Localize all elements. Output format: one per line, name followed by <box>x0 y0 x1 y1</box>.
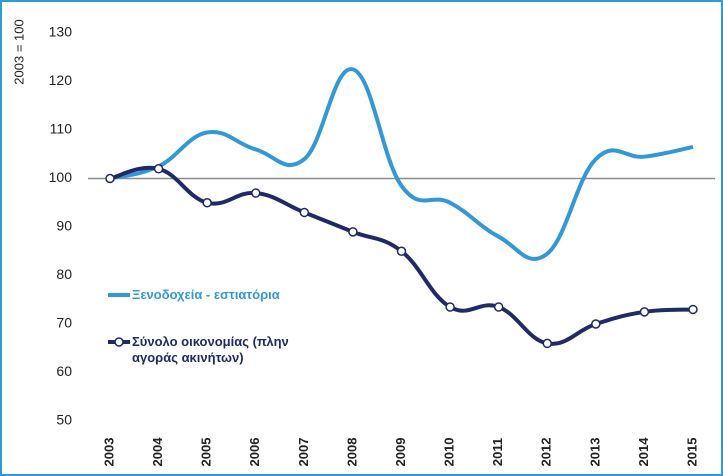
y-tick-label: 50 <box>56 412 72 428</box>
point-marker <box>105 173 115 184</box>
x-tick-label: 2007 <box>296 438 311 467</box>
legend-label: Ξενοδοχεία - εστιατόρια <box>132 287 280 302</box>
x-tick-label: 2015 <box>684 438 699 467</box>
y-tick-label: 80 <box>56 266 72 282</box>
x-tick-label: 2003 <box>101 438 116 467</box>
x-tick-label: 2011 <box>490 438 505 466</box>
y-tick-label: 70 <box>56 315 72 331</box>
x-tick-label: 2009 <box>393 438 408 467</box>
x-tick-label: 2006 <box>247 438 262 467</box>
x-tick-label: 2013 <box>587 438 602 467</box>
point-marker <box>493 302 504 312</box>
point-marker <box>202 198 212 208</box>
y-tick-label: 110 <box>50 121 73 137</box>
y-tick-label: 100 <box>49 169 73 185</box>
x-tick-label: 2012 <box>539 438 554 467</box>
y-tick-label: 120 <box>49 72 73 88</box>
y-tick-label: 90 <box>56 218 72 234</box>
point-marker <box>299 207 310 218</box>
point-marker <box>688 304 698 315</box>
point-marker <box>542 338 552 349</box>
y-axis-label: 2003 = 100 <box>11 19 26 84</box>
point-marker <box>348 227 358 237</box>
x-tick-label: 2005 <box>199 438 214 467</box>
point-marker <box>639 307 650 317</box>
x-tick-label: 2014 <box>636 437 651 467</box>
x-tick-label: 2008 <box>344 438 359 467</box>
x-tick-label: 2010 <box>442 438 457 467</box>
point-marker <box>153 164 164 174</box>
y-tick-label: 130 <box>49 24 73 40</box>
x-tick-label: 2004 <box>150 437 165 467</box>
point-marker <box>445 302 455 312</box>
point-marker <box>396 246 407 256</box>
y-tick-label: 60 <box>56 363 72 379</box>
series-line <box>109 67 694 261</box>
legend-label: Σύνολο οικονομίας (πλην αγοράς ακινήτων) <box>132 334 289 365</box>
legend-marker <box>114 337 124 347</box>
point-marker <box>251 188 261 198</box>
point-marker <box>591 319 601 329</box>
